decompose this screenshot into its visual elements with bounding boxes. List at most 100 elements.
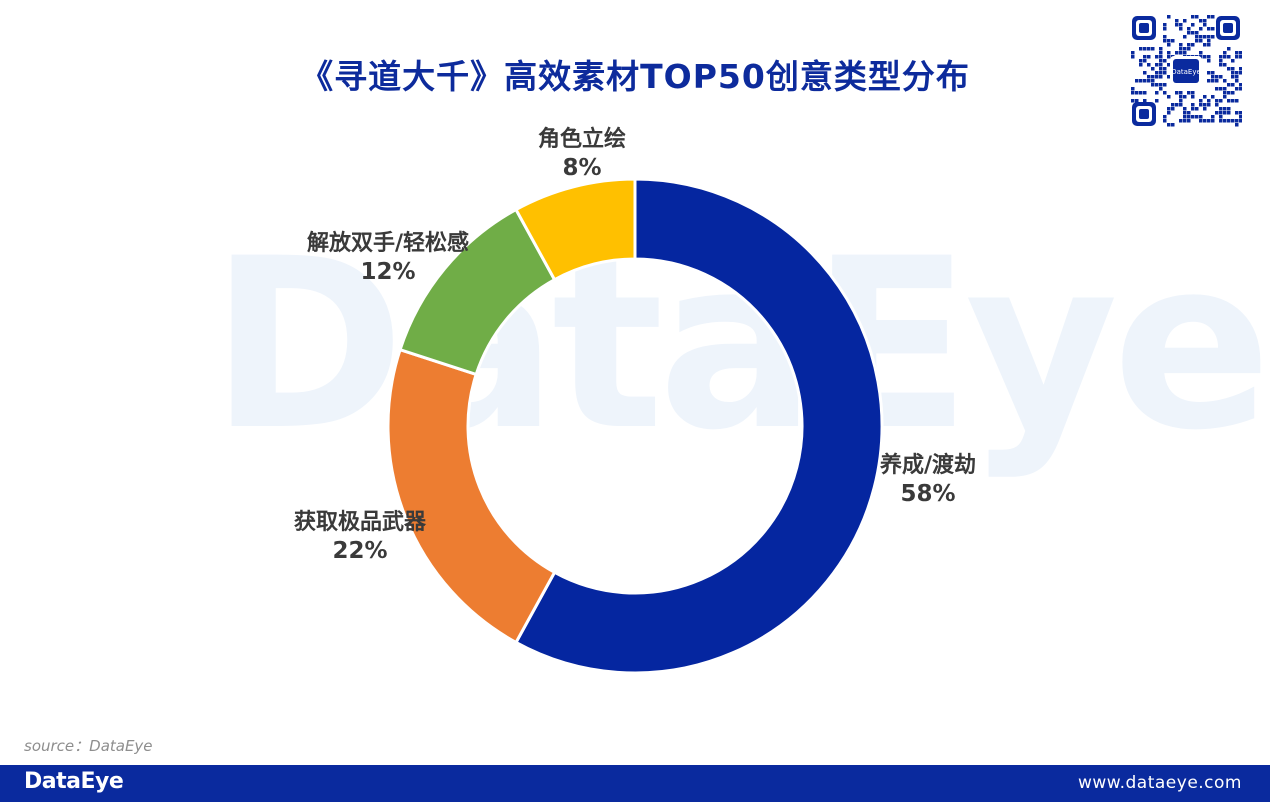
slice-value-0: 58% <box>900 481 956 507</box>
qr-module <box>1199 27 1203 31</box>
qr-module <box>1215 79 1219 83</box>
qr-module <box>1235 79 1239 83</box>
qr-module <box>1207 71 1211 75</box>
qr-module <box>1239 83 1242 87</box>
qr-module <box>1207 43 1211 47</box>
qr-module <box>1227 47 1231 51</box>
qr-module <box>1235 99 1239 103</box>
slice-category-3: 角色立绘 <box>537 127 626 152</box>
slice-category-0: 养成/渡劫 <box>879 453 977 478</box>
qr-module <box>1187 27 1191 31</box>
qr-module <box>1235 111 1239 115</box>
qr-module <box>1211 27 1215 31</box>
qr-module <box>1159 55 1163 59</box>
qr-module <box>1131 87 1135 91</box>
qr-module <box>1191 91 1195 95</box>
qr-module <box>1143 55 1147 59</box>
qr-module <box>1191 31 1195 35</box>
qr-module <box>1163 67 1167 71</box>
qr-module <box>1167 107 1171 111</box>
footer-logo: DataEye <box>24 769 124 794</box>
qr-module <box>1203 23 1207 27</box>
qr-module <box>1163 83 1167 87</box>
qr-module <box>1151 47 1155 51</box>
qr-module <box>1199 115 1203 119</box>
qr-module <box>1207 103 1211 107</box>
qr-module <box>1211 119 1215 123</box>
qr-module <box>1231 83 1235 87</box>
qr-module <box>1175 51 1179 55</box>
qr-module <box>1239 115 1242 119</box>
footer-url[interactable]: www.dataeye.com <box>1077 773 1242 793</box>
qr-module <box>1223 119 1227 123</box>
qr-module <box>1199 51 1203 55</box>
qr-module <box>1235 75 1239 79</box>
qr-module <box>1139 91 1143 95</box>
qr-module <box>1239 87 1242 91</box>
slice-label-3: 角色立绘 8% <box>512 125 652 183</box>
qr-module <box>1155 55 1159 59</box>
qr-module <box>1203 55 1207 59</box>
qr-module <box>1159 71 1163 75</box>
qr-module <box>1207 15 1211 19</box>
qr-module <box>1183 107 1187 111</box>
qr-module <box>1171 39 1175 43</box>
qr-module <box>1227 111 1231 115</box>
qr-module <box>1163 71 1167 75</box>
qr-module <box>1207 35 1211 39</box>
qr-module <box>1163 115 1167 119</box>
qr-module <box>1151 75 1155 79</box>
qr-module <box>1211 79 1215 83</box>
qr-module <box>1163 119 1167 123</box>
qr-module <box>1143 99 1147 103</box>
qr-module <box>1187 111 1191 115</box>
footer-bar: DataEye www.dataeye.com <box>0 765 1270 802</box>
qr-module <box>1147 75 1151 79</box>
qr-module <box>1235 51 1239 55</box>
qr-module <box>1155 75 1159 79</box>
qr-module <box>1131 55 1135 59</box>
qr-module <box>1167 123 1171 127</box>
qr-module <box>1167 43 1171 47</box>
qr-module <box>1235 123 1239 127</box>
qr-module <box>1151 83 1155 87</box>
qr-module <box>1147 55 1151 59</box>
qr-module <box>1155 63 1159 67</box>
qr-module <box>1223 111 1227 115</box>
qr-module <box>1175 23 1179 27</box>
qr-module <box>1167 75 1171 79</box>
qr-module <box>1155 71 1159 75</box>
qr-module <box>1199 55 1203 59</box>
qr-module <box>1199 19 1203 23</box>
qr-module <box>1159 51 1163 55</box>
qr-module <box>1155 83 1159 87</box>
qr-module <box>1179 95 1183 99</box>
qr-module <box>1239 111 1242 115</box>
qr-module <box>1187 91 1191 95</box>
qr-module <box>1159 87 1163 91</box>
qr-module <box>1179 99 1183 103</box>
qr-module <box>1231 75 1235 79</box>
qr-module <box>1163 27 1167 31</box>
qr-module <box>1199 119 1203 123</box>
qr-module <box>1191 23 1195 27</box>
qr-module <box>1147 63 1151 67</box>
qr-module <box>1223 79 1227 83</box>
qr-module <box>1191 103 1195 107</box>
qr-module <box>1207 39 1211 43</box>
qr-module <box>1143 47 1147 51</box>
qr-module <box>1143 91 1147 95</box>
qr-module <box>1219 111 1223 115</box>
qr-module <box>1183 119 1187 123</box>
qr-module <box>1203 107 1207 111</box>
qr-module <box>1155 91 1159 95</box>
qr-module <box>1179 43 1183 47</box>
qr-module <box>1183 19 1187 23</box>
qr-module <box>1191 15 1195 19</box>
qr-module <box>1163 91 1167 95</box>
qr-module <box>1179 47 1183 51</box>
qr-module <box>1215 87 1219 91</box>
qr-module <box>1175 91 1179 95</box>
qr-module <box>1163 39 1167 43</box>
